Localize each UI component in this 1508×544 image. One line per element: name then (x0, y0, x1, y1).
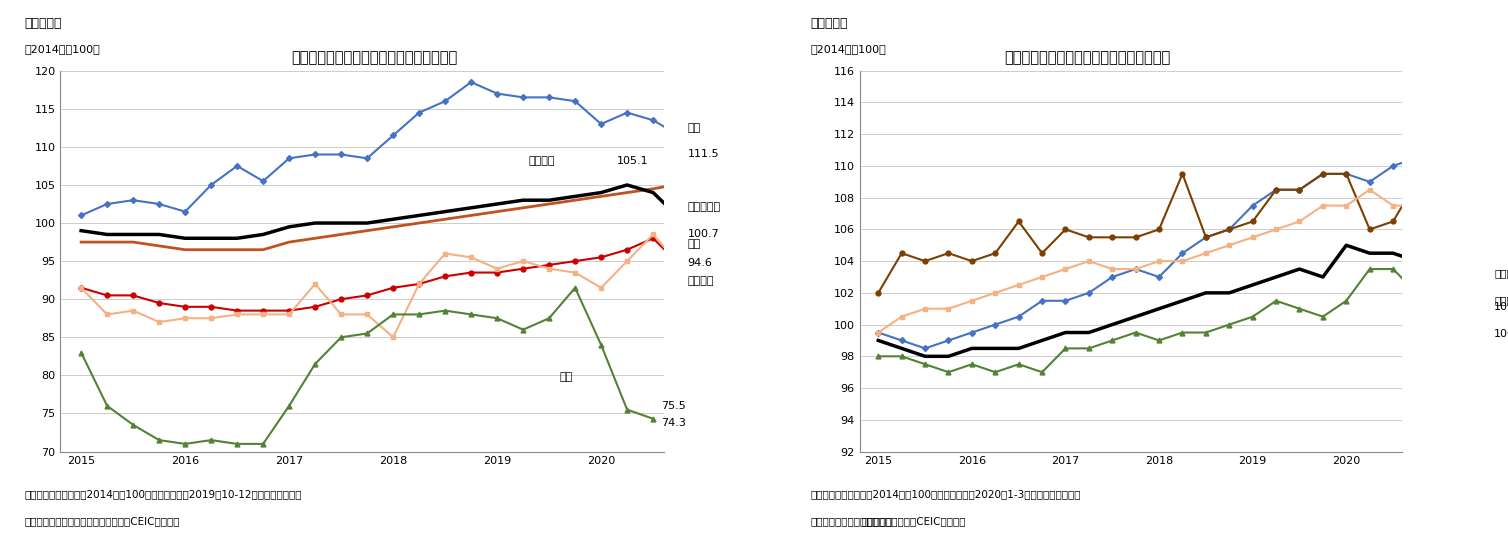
Text: 実質ＧＤＰ: 実質ＧＤＰ (1494, 295, 1508, 306)
Title: ロシアの実質ＧＤＰの動向（供給項目別）: ロシアの実質ＧＤＰの動向（供給項目別） (1004, 51, 1170, 65)
Text: 輸入: 輸入 (559, 372, 573, 381)
Text: （図表４）: （図表４） (24, 17, 62, 30)
Text: （2014年＝100）: （2014年＝100） (24, 44, 100, 54)
Text: 100.7: 100.7 (1494, 329, 1508, 339)
Title: ロシアの実質ＧＤＰの動向（需要項目別）: ロシアの実質ＧＤＰの動向（需要項目別） (291, 51, 457, 65)
Text: （四半期）: （四半期） (861, 516, 893, 526)
Text: （図表５）: （図表５） (811, 17, 847, 30)
Text: 家計消費: 家計消費 (688, 276, 713, 286)
Text: （資料）ロシア連邦統計局のデータをCEICより取得: （資料）ロシア連邦統計局のデータをCEICより取得 (24, 516, 179, 526)
Text: 投資: 投資 (688, 239, 701, 249)
Text: 102.4: 102.4 (1494, 302, 1508, 312)
Text: 第二次産業: 第二次産業 (1494, 269, 1508, 279)
Text: （2014年＝100）: （2014年＝100） (811, 44, 887, 54)
Text: 74.3: 74.3 (662, 418, 686, 428)
Text: 94.6: 94.6 (688, 258, 712, 268)
Text: 100.7: 100.7 (688, 229, 719, 239)
Text: （注）季節調整系列の2014年を100として指数化、2019年10-12月期のデータまで: （注）季節調整系列の2014年を100として指数化、2019年10-12月期のデ… (24, 490, 302, 499)
Text: （注）季節調整系列の2014年を100として指数化、2020年1-3月期は簡易的に補完: （注）季節調整系列の2014年を100として指数化、2020年1-3月期は簡易的… (811, 490, 1081, 499)
Text: 輸出: 輸出 (688, 123, 701, 133)
Text: 111.5: 111.5 (688, 149, 719, 159)
Text: 実質ＧＤＰ: 実質ＧＤＰ (688, 202, 721, 212)
Text: （資料）ロシア連邦統計局のデータをCEICより取得: （資料）ロシア連邦統計局のデータをCEICより取得 (811, 516, 967, 526)
Text: 105.1: 105.1 (617, 156, 648, 166)
Text: 75.5: 75.5 (662, 401, 686, 411)
Text: 政府消費: 政府消費 (528, 156, 555, 166)
